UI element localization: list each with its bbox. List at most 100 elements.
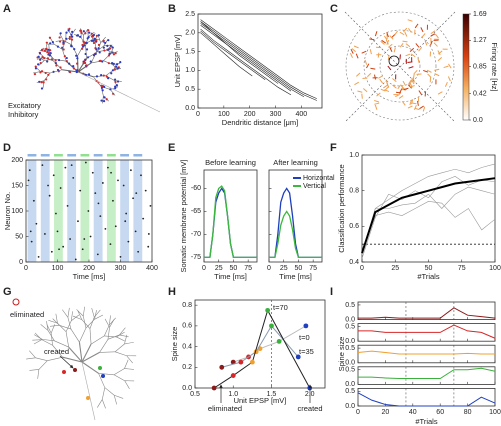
- y-tick-label: 0.6: [182, 323, 192, 330]
- y-tick-label: 0.0: [182, 385, 192, 392]
- spine-dash: [405, 53, 411, 57]
- synapse: [57, 58, 61, 62]
- dendrite: [34, 332, 42, 340]
- dendrite: [94, 309, 101, 318]
- dendrite: [59, 324, 72, 330]
- spike: [137, 250, 140, 253]
- axes-frame: [197, 13, 323, 109]
- synapse: [73, 47, 76, 51]
- dendrite: [72, 315, 82, 320]
- spine-dash: [429, 40, 433, 46]
- spine-dash: [419, 105, 424, 110]
- dendrite: [81, 361, 99, 374]
- x-tick-label: 80: [464, 409, 472, 416]
- dendrite: [98, 373, 106, 388]
- dendrite: [113, 368, 125, 376]
- spine-dash: [374, 104, 378, 110]
- synapse: [112, 53, 116, 56]
- spine-dash: [401, 100, 406, 106]
- synapse: [92, 34, 95, 37]
- synapse: [101, 60, 104, 63]
- y-tick-label: 0.8: [182, 302, 192, 309]
- y-tick-label: 0.4: [182, 343, 192, 350]
- series-line: [200, 30, 266, 81]
- annotation: eliminated: [10, 310, 44, 319]
- x-tick-label: 100: [52, 265, 64, 272]
- axon: [77, 71, 161, 113]
- dendrite: [55, 313, 58, 324]
- synapse: [70, 33, 73, 36]
- synapse: [87, 36, 90, 39]
- dendrite: [33, 339, 43, 345]
- synapse: [76, 34, 79, 37]
- synapse: [37, 55, 40, 58]
- annotation: eliminated: [208, 404, 242, 413]
- synapse: [89, 60, 92, 63]
- synapse: [70, 38, 74, 41]
- dendrite: [62, 309, 69, 318]
- dendrite: [70, 311, 73, 321]
- spike: [41, 164, 44, 167]
- x-axis-label: #Trials: [415, 417, 437, 426]
- axes-frame: [203, 169, 258, 263]
- spine-point: [249, 359, 255, 365]
- spine-dash: [385, 39, 389, 45]
- spine-dash: [430, 33, 436, 37]
- x-tick-label: 0: [24, 265, 28, 272]
- synapse: [63, 55, 66, 58]
- dendrite: [48, 320, 58, 324]
- spine-dash: [414, 107, 420, 111]
- stimulus-band: [133, 160, 143, 262]
- synapse: [90, 35, 94, 38]
- dendrite: [89, 328, 92, 345]
- spine-dash: [392, 84, 397, 89]
- series-line: [357, 392, 496, 407]
- synapse: [102, 39, 105, 43]
- spine-dash: [387, 54, 390, 60]
- spike: [59, 187, 62, 189]
- y-tick-label: 150: [11, 182, 23, 189]
- spine-dash: [437, 50, 441, 56]
- x-tick-label: 25: [215, 265, 223, 272]
- spike: [89, 235, 92, 238]
- y-axis-label: Somatic membrane potential [mV]: [179, 160, 188, 273]
- spine-dash: [434, 73, 440, 77]
- spike: [48, 194, 51, 197]
- spine-dash: [397, 84, 402, 90]
- spike: [129, 169, 132, 172]
- dendrite: [119, 327, 126, 336]
- synapse: [68, 37, 71, 41]
- dendrite: [104, 318, 110, 328]
- synapse: [85, 64, 88, 67]
- dendrite: [41, 339, 53, 346]
- synapse: [84, 52, 87, 56]
- series-label: t=70: [273, 303, 288, 312]
- synapse: [104, 41, 107, 45]
- spine-dash: [369, 49, 372, 55]
- dendrite: [65, 320, 72, 332]
- dendrite: [110, 86, 118, 90]
- synapse: [67, 29, 70, 32]
- dendrite: [104, 324, 110, 337]
- spike: [117, 179, 119, 182]
- synapse: [84, 58, 87, 61]
- spike: [83, 238, 86, 240]
- dendrite: [109, 315, 111, 325]
- synapse: [82, 40, 85, 43]
- dendrite: [79, 327, 87, 343]
- synapse: [116, 63, 119, 66]
- y-tick-label: 0.5: [345, 388, 355, 395]
- spine-dash: [361, 93, 363, 99]
- y-tick-label: 1.5: [185, 48, 195, 55]
- spine-dash: [420, 27, 424, 33]
- y-tick-label: 2.0: [185, 30, 195, 37]
- x-tick-label: 100: [489, 265, 501, 272]
- dendrite: [110, 46, 115, 55]
- synapse: [94, 52, 97, 55]
- stimulus-bar: [106, 154, 116, 157]
- synapse: [43, 49, 46, 52]
- spine-dash: [361, 50, 367, 54]
- series-line: [204, 185, 257, 259]
- synapse: [100, 99, 103, 102]
- dendrite: [77, 62, 92, 73]
